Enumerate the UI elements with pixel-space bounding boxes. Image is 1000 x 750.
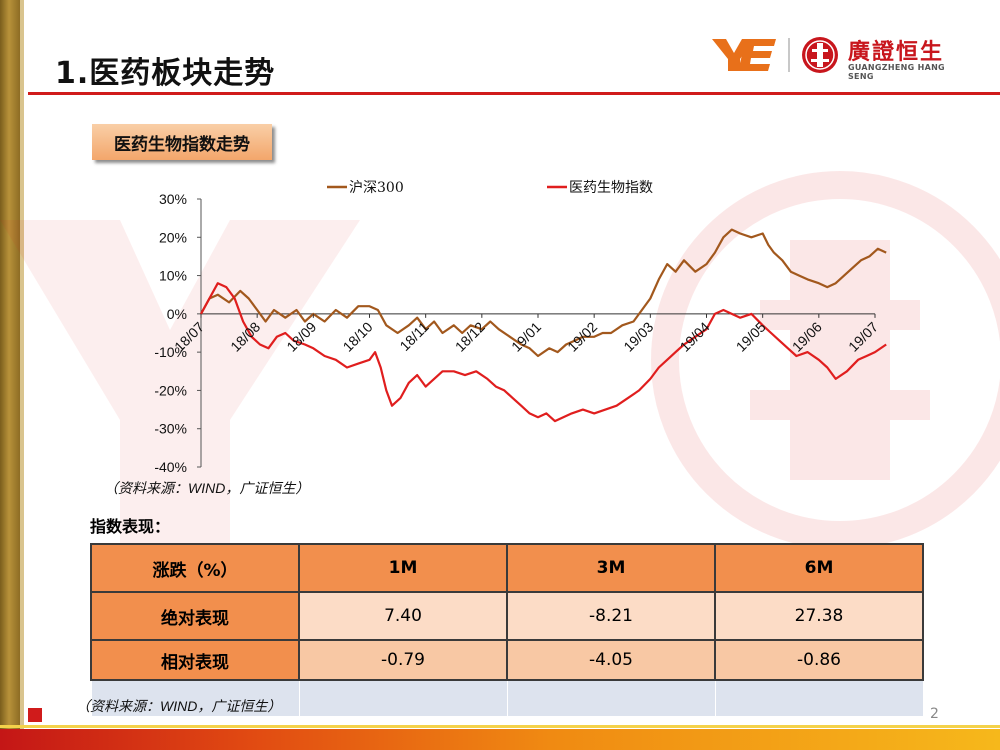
logo-name-cn: 廣證恒生: [848, 40, 945, 65]
table-blank-cell: [714, 679, 924, 716]
table-blank-cell: [298, 679, 508, 716]
row-label: 相对表现: [90, 639, 300, 681]
x-tick-label: 19/06: [789, 319, 825, 355]
legend-label: 沪深300: [349, 180, 404, 196]
section-label: 医药生物指数走势: [92, 124, 272, 160]
y-tick-label: 30%: [159, 191, 187, 207]
table-blank-cell: [506, 679, 716, 716]
page-title: 1.医药板块走势: [55, 56, 276, 91]
series-line: [200, 282, 887, 423]
left-decor-stripe: [20, 0, 24, 750]
seal-logo-icon: [802, 37, 838, 73]
table-row: 相对表现 -0.79 -4.05 -0.86: [90, 639, 924, 681]
chart-source-note: （资料来源：WIND，广证恒生）: [104, 480, 310, 496]
y-tick-label: 10%: [159, 268, 187, 284]
footer-marker: [28, 708, 42, 722]
y-tick-label: -40%: [154, 459, 187, 475]
legend-label: 医药生物指数: [569, 180, 653, 196]
index-trend-chart: 30% 20% 10% 0% -10% -20% -30% -40% 18/07 18/08 18/…: [154, 180, 887, 475]
x-tick-label: 19/05: [733, 319, 769, 355]
x-tick-label: 18/12: [452, 319, 488, 355]
table-cell: -8.21: [506, 591, 716, 641]
table-header-row: 涨跌（%） 1M 3M 6M: [90, 543, 924, 593]
table-source-note: （资料来源：WIND，广证恒生）: [76, 698, 282, 714]
table-header-cell: 3M: [506, 543, 716, 593]
performance-table: 涨跌（%） 1M 3M 6M 绝对表现 7.40 -8.21 27.38 相对表…: [90, 543, 924, 716]
watermark-ye-icon: [0, 220, 360, 560]
table-cell: -4.05: [506, 639, 716, 681]
x-tick-label: 19/01: [508, 319, 544, 355]
table-header-cell: 涨跌（%）: [90, 543, 300, 593]
page-number: 2: [930, 706, 939, 722]
x-tick-label: 18/10: [340, 319, 376, 355]
y-tick-label: -10%: [154, 344, 187, 360]
x-tick-label: 18/08: [227, 319, 263, 355]
table-header-cell: 6M: [714, 543, 924, 593]
table-cell: 7.40: [298, 591, 508, 641]
logo-name-en: GUANGZHENG HANG SENG: [848, 63, 945, 81]
footer-bar: [0, 729, 1000, 750]
title-divider: [28, 92, 1000, 95]
table-header-cell: 1M: [298, 543, 508, 593]
left-decor-bar: [0, 0, 20, 750]
y-tick-label: -30%: [154, 421, 187, 437]
x-tick-label: 18/11: [396, 319, 432, 355]
y-tick-label: 0%: [167, 306, 187, 322]
x-tick-label: 19/04: [677, 319, 713, 355]
x-tick-label: 18/07: [171, 319, 207, 355]
table-blank-row: [90, 679, 924, 716]
ye-logo-icon: [712, 39, 776, 71]
table-cell: 27.38: [714, 591, 924, 641]
table-blank-cell: [90, 679, 300, 716]
series-line: [200, 228, 887, 358]
company-logo: 廣證恒生 GUANGZHENG HANG SENG: [712, 34, 952, 81]
x-tick-label: 19/07: [845, 319, 881, 355]
row-label: 绝对表现: [90, 591, 300, 641]
table-row: 绝对表现 7.40 -8.21 27.38: [90, 591, 924, 641]
logo-divider: [788, 38, 790, 72]
performance-label: 指数表现：: [90, 517, 171, 536]
y-tick-label: 20%: [159, 229, 187, 245]
table-cell: -0.86: [714, 639, 924, 681]
table-cell: -0.79: [298, 639, 508, 681]
footer-stripe: [0, 725, 1000, 728]
y-tick-label: -20%: [154, 382, 187, 398]
